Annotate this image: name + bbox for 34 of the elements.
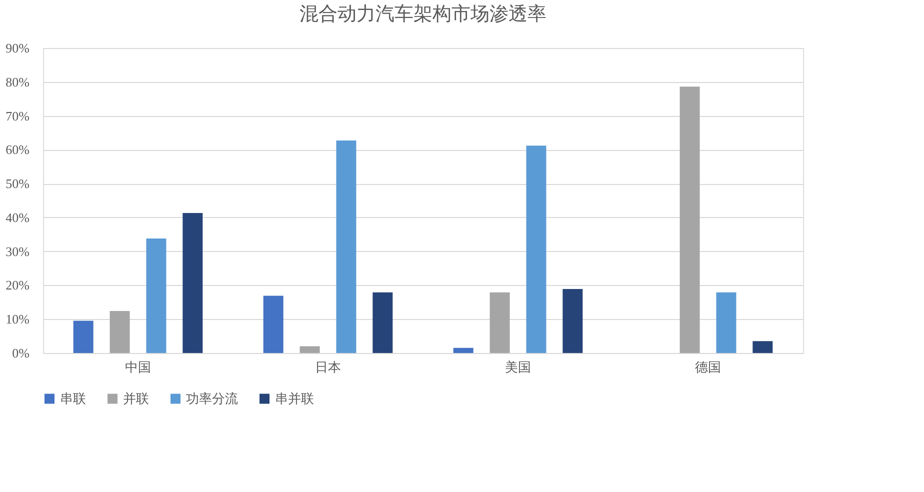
y-tick-label: 60% [6,142,30,158]
legend-label: 功率分流 [186,390,238,407]
y-tick-label: 80% [6,74,30,90]
x-tick-label: 德国 [695,360,721,376]
y-tick-label: 0% [12,346,30,360]
legend-label: 串联 [60,392,86,407]
y-tick-label: 40% [6,210,30,225]
y-tick-label: 90% [6,40,30,56]
x-tick-label: 美国 [505,360,531,376]
bar [300,346,320,353]
bar [526,146,546,353]
bar [73,320,94,353]
y-tick-label: 70% [6,108,30,124]
bar [146,238,166,353]
bar [372,292,393,353]
bar [752,341,773,353]
legend-label: 串并联 [275,392,314,407]
y-tick-label: 20% [6,278,30,293]
bar [680,86,700,353]
bar [453,348,474,353]
bar [336,140,356,353]
chart-title: 混合动力汽车架构市场渗透率 [300,3,546,25]
y-tick-label: 50% [6,176,30,192]
x-tick-label: 中国 [125,360,151,376]
y-tick-label: 10% [6,312,30,327]
y-tick-label: 30% [6,244,30,259]
legend-label: 并联 [123,392,149,407]
x-tick-label: 日本 [315,360,341,376]
bar [263,296,284,353]
bar [716,292,736,353]
bar [110,310,130,353]
bar [182,213,203,353]
bar [490,292,510,353]
bar [562,288,583,353]
